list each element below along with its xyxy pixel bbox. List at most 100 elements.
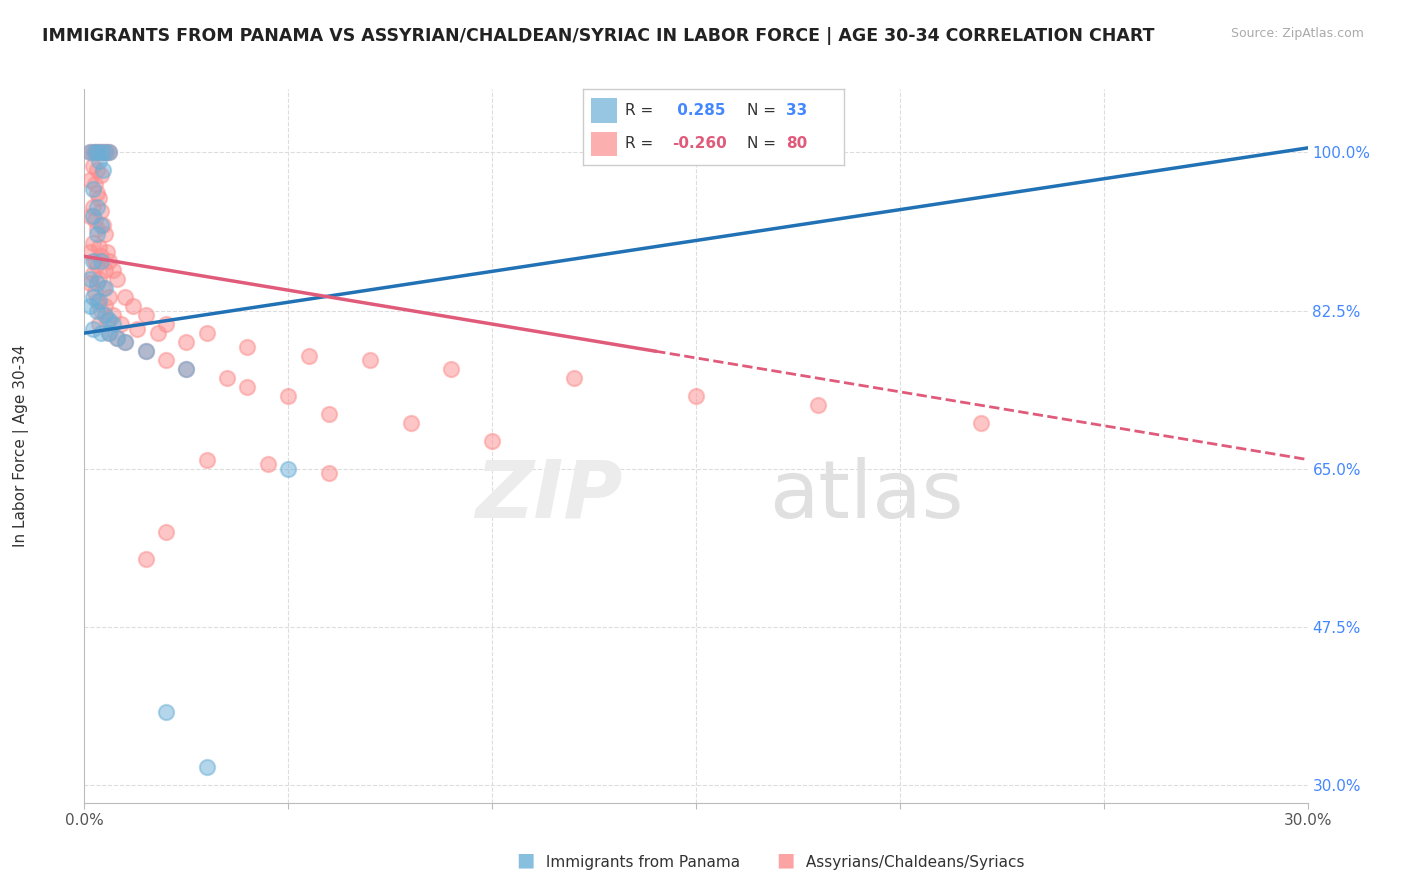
Point	[96, 145, 118, 160]
Point	[101, 308, 124, 322]
Point	[114, 290, 136, 304]
Point	[82, 159, 104, 173]
Point	[155, 706, 177, 720]
Point	[79, 145, 101, 160]
Point	[86, 277, 108, 291]
Point	[114, 335, 136, 350]
Y-axis label: In Labor Force | Age 30-34: In Labor Force | Age 30-34	[13, 344, 28, 548]
Point	[87, 154, 110, 169]
Point	[90, 168, 112, 182]
Point	[82, 200, 104, 214]
Point	[97, 326, 120, 340]
Point	[86, 258, 108, 272]
Point	[101, 317, 124, 331]
Point	[236, 340, 259, 354]
Point	[79, 244, 101, 259]
Point	[101, 263, 124, 277]
Text: ZIP: ZIP	[475, 457, 623, 535]
Text: -0.260: -0.260	[672, 136, 727, 152]
Point	[93, 263, 115, 277]
Point	[90, 326, 112, 340]
Point	[82, 235, 104, 250]
Point	[97, 290, 120, 304]
Point	[135, 552, 157, 566]
Point	[90, 204, 112, 219]
Text: 80: 80	[786, 136, 807, 152]
Point	[86, 186, 108, 200]
Point	[217, 371, 239, 385]
Point	[82, 145, 104, 160]
Point	[82, 209, 104, 223]
Point	[97, 253, 120, 268]
Point	[97, 145, 120, 160]
Point	[91, 218, 114, 232]
Text: 33: 33	[786, 103, 807, 118]
Point	[79, 172, 101, 186]
Point	[105, 272, 128, 286]
Bar	[592, 132, 617, 156]
Point	[135, 344, 157, 359]
Point	[86, 200, 108, 214]
Point	[96, 244, 118, 259]
Point	[277, 461, 299, 475]
Point	[83, 253, 105, 268]
Point	[277, 389, 299, 403]
Point	[82, 253, 104, 268]
Point	[93, 308, 115, 322]
Point	[87, 240, 110, 254]
Text: N =: N =	[748, 136, 776, 152]
Point	[93, 145, 115, 160]
Point	[87, 317, 110, 331]
Text: 0.285: 0.285	[672, 103, 725, 118]
Point	[97, 326, 120, 340]
Point	[79, 145, 101, 160]
Point	[195, 452, 218, 467]
Text: ■: ■	[516, 851, 534, 870]
Point	[97, 312, 120, 326]
Point	[83, 213, 105, 227]
Point	[83, 285, 105, 300]
Point	[970, 417, 993, 431]
Point	[90, 249, 112, 263]
Point	[440, 362, 463, 376]
Point	[105, 330, 128, 344]
Point	[91, 281, 114, 295]
Point	[318, 466, 340, 480]
Point	[135, 344, 157, 359]
Point	[82, 321, 104, 335]
Point	[86, 145, 108, 160]
Point	[105, 330, 128, 344]
Point	[236, 380, 259, 394]
Bar	[592, 98, 617, 122]
Text: Source: ZipAtlas.com: Source: ZipAtlas.com	[1230, 27, 1364, 40]
Point	[257, 457, 280, 471]
Point	[122, 299, 145, 313]
Point	[135, 308, 157, 322]
Point	[359, 353, 381, 368]
Point	[93, 145, 115, 160]
Point	[82, 290, 104, 304]
Point	[110, 317, 132, 331]
Point	[86, 294, 108, 309]
Point	[90, 253, 112, 268]
Point	[174, 362, 197, 376]
Point	[155, 317, 177, 331]
Text: Assyrians/Chaldeans/Syriacs: Assyrians/Chaldeans/Syriacs	[801, 855, 1025, 870]
Point	[79, 209, 101, 223]
Point	[79, 299, 101, 313]
Point	[174, 362, 197, 376]
Point	[86, 145, 108, 160]
Text: IMMIGRANTS FROM PANAMA VS ASSYRIAN/CHALDEAN/SYRIAC IN LABOR FORCE | AGE 30-34 CO: IMMIGRANTS FROM PANAMA VS ASSYRIAN/CHALD…	[42, 27, 1154, 45]
Point	[83, 145, 105, 160]
Text: Immigrants from Panama: Immigrants from Panama	[541, 855, 741, 870]
Point	[399, 417, 422, 431]
Point	[90, 145, 112, 160]
Point	[195, 759, 218, 773]
Point	[807, 398, 830, 412]
Point	[79, 272, 101, 286]
Point	[174, 335, 197, 350]
Point	[155, 353, 177, 368]
Point	[298, 349, 321, 363]
Point	[114, 335, 136, 350]
Text: R =: R =	[626, 136, 654, 152]
